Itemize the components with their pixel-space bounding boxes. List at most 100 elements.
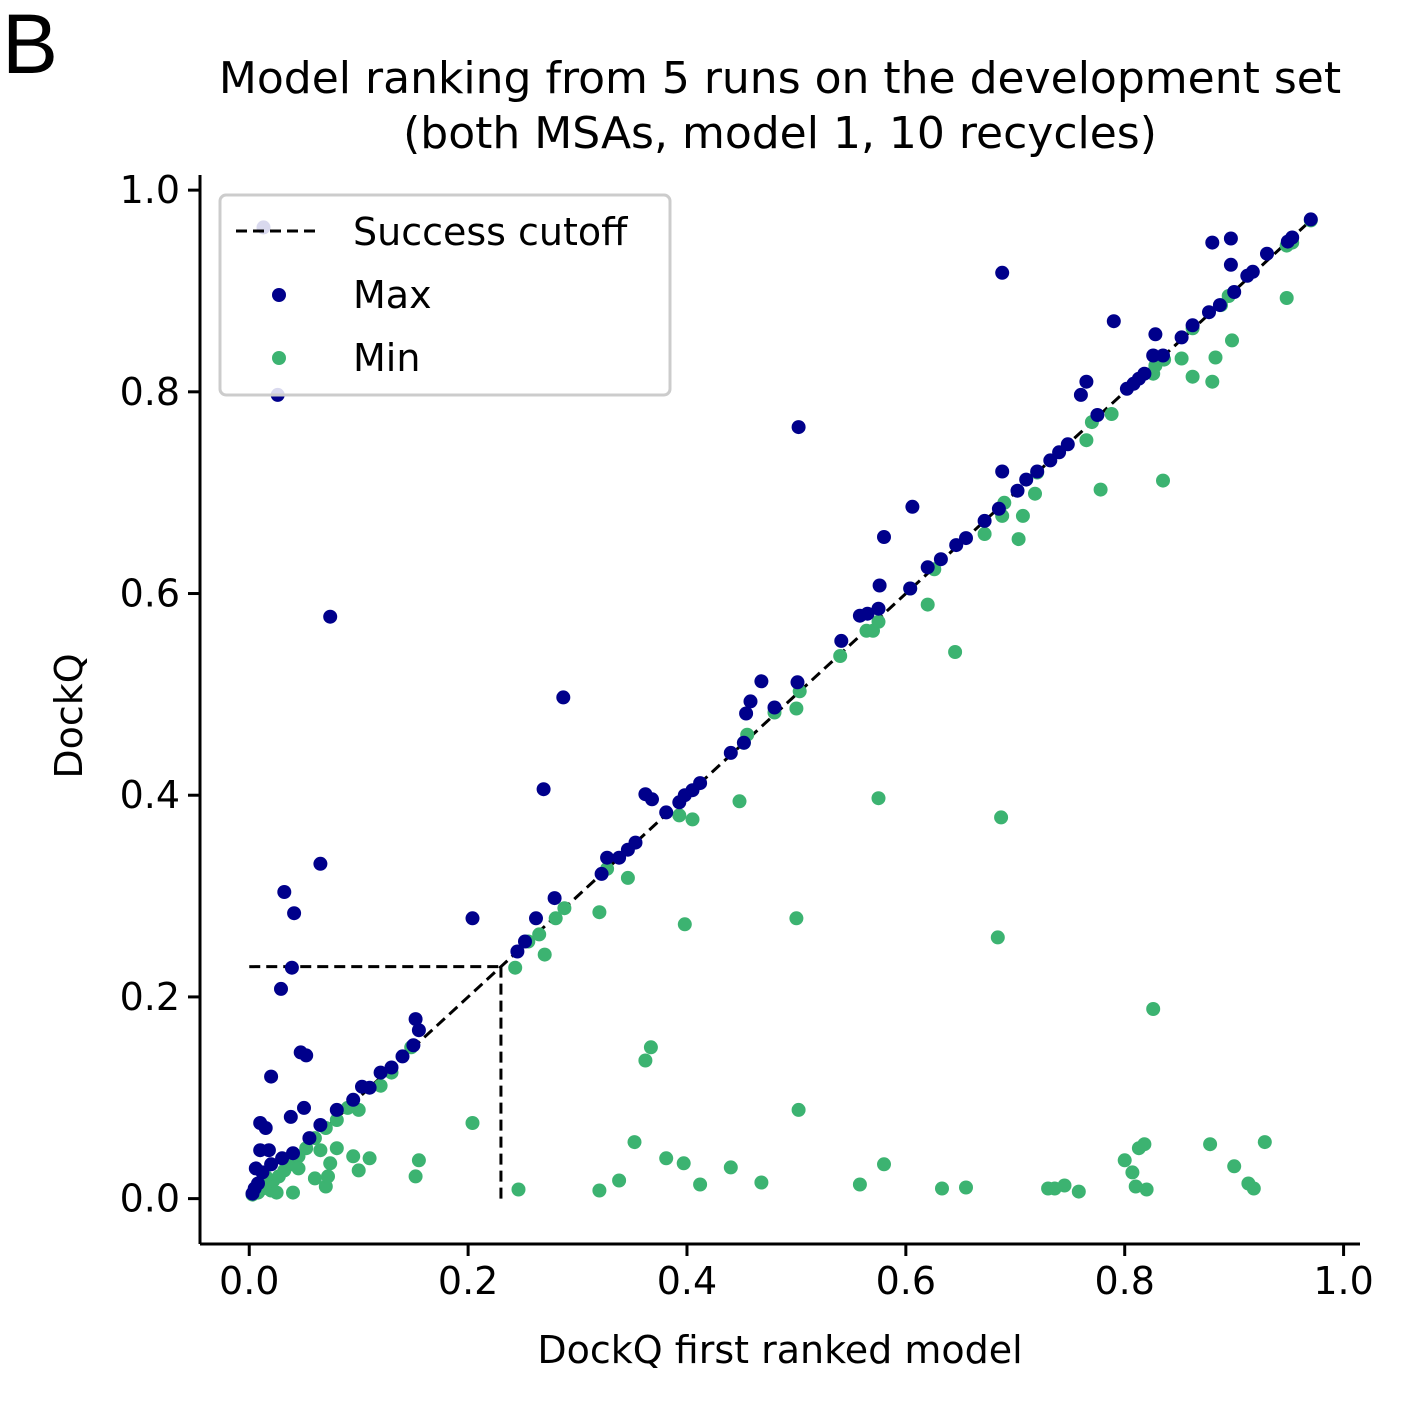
max-point xyxy=(1227,285,1242,299)
max-point xyxy=(277,885,292,899)
legend-frame xyxy=(218,193,672,397)
min-point xyxy=(532,927,547,942)
max-point xyxy=(529,911,543,926)
y-tick-label: 0.6 xyxy=(120,572,180,616)
min-point xyxy=(659,1151,674,1166)
min-point xyxy=(852,1177,867,1192)
x-tick-label: 0.0 xyxy=(219,1259,279,1303)
min-point xyxy=(1279,291,1294,305)
max-point xyxy=(933,552,948,567)
min-point xyxy=(1128,1179,1143,1194)
max-point xyxy=(264,1069,279,1084)
max-point xyxy=(791,420,806,435)
max-point xyxy=(384,1060,399,1075)
min-point xyxy=(1174,351,1189,366)
min-point xyxy=(1015,508,1030,523)
max-point xyxy=(1303,212,1318,227)
max-point xyxy=(995,464,1010,479)
min-point xyxy=(1104,407,1119,421)
min-point xyxy=(627,1135,642,1150)
min-point xyxy=(990,930,1005,945)
min-point xyxy=(789,911,804,926)
max-point xyxy=(1060,437,1075,452)
max-point xyxy=(1137,366,1152,381)
min-point xyxy=(1208,350,1223,365)
min-point xyxy=(351,1163,366,1178)
min-series xyxy=(245,213,1318,1202)
max-point xyxy=(1090,408,1105,422)
max-point xyxy=(408,1012,423,1027)
max-point xyxy=(645,792,659,807)
y-tick-label: 0.0 xyxy=(120,1177,180,1221)
max-point xyxy=(754,674,769,689)
max-point xyxy=(264,1157,279,1172)
max-point xyxy=(1223,257,1238,272)
x-tick-label: 0.6 xyxy=(876,1259,936,1303)
min-point xyxy=(1185,369,1200,384)
y-tick-label: 0.4 xyxy=(120,773,180,817)
min-point xyxy=(638,1053,653,1068)
max-point xyxy=(1223,231,1238,246)
min-point xyxy=(1246,1181,1261,1196)
min-point xyxy=(411,1153,426,1168)
min-point xyxy=(1057,1178,1072,1193)
chart-subtitle: (both MSAs, model 1, 10 recycles) xyxy=(403,108,1157,159)
max-point xyxy=(1212,298,1227,313)
min-point xyxy=(676,1156,691,1171)
max-point xyxy=(1030,464,1045,479)
y-axis-title: DockQ xyxy=(47,653,91,778)
max-point xyxy=(1185,318,1200,333)
min-point xyxy=(329,1141,344,1156)
max-point xyxy=(261,1143,276,1158)
min-point xyxy=(548,911,563,926)
max-point xyxy=(302,1131,317,1146)
max-point xyxy=(1019,472,1034,487)
min-point xyxy=(672,808,687,823)
max-point xyxy=(547,891,562,906)
min-point xyxy=(511,1182,526,1197)
legend: Success cutoff Max Min xyxy=(218,193,672,397)
max-point xyxy=(258,1121,273,1135)
max-point xyxy=(920,560,935,575)
max-point xyxy=(1148,327,1163,342)
min-point xyxy=(1093,482,1108,497)
min-point xyxy=(313,1143,328,1158)
max-point xyxy=(510,944,525,959)
max-point xyxy=(1106,314,1121,329)
max-point xyxy=(245,1186,260,1201)
min-point xyxy=(732,794,747,809)
min-point xyxy=(1146,1002,1161,1016)
max-point xyxy=(297,1100,311,1115)
y-tick-label: 0.2 xyxy=(120,975,180,1019)
min-point xyxy=(677,917,692,932)
max-point xyxy=(1202,305,1216,320)
min-point xyxy=(685,812,700,827)
max-point xyxy=(406,1038,421,1053)
max-point xyxy=(1174,330,1189,345)
min-point xyxy=(408,1169,423,1184)
max-point xyxy=(313,1118,328,1132)
max-point xyxy=(329,1102,344,1117)
min-point xyxy=(1117,1153,1132,1168)
min-point xyxy=(948,645,963,659)
min-point xyxy=(723,1160,738,1175)
min-point xyxy=(833,649,848,663)
min-point xyxy=(269,1185,284,1200)
min-point xyxy=(754,1175,769,1190)
panel-label: B xyxy=(2,0,59,91)
y-tick-label: 0.8 xyxy=(120,370,180,414)
x-tick-label: 0.4 xyxy=(657,1259,717,1303)
min-point xyxy=(693,1177,708,1192)
min-point xyxy=(1071,1184,1086,1199)
max-point xyxy=(1260,246,1274,261)
min-point xyxy=(1257,1135,1272,1150)
legend-min-marker xyxy=(272,351,286,365)
max-point xyxy=(903,581,918,596)
min-point xyxy=(935,1181,949,1196)
legend-label-max: Max xyxy=(353,273,432,317)
max-point xyxy=(518,934,532,949)
max-point xyxy=(274,981,288,996)
min-point xyxy=(307,1171,322,1186)
min-point xyxy=(291,1161,306,1176)
